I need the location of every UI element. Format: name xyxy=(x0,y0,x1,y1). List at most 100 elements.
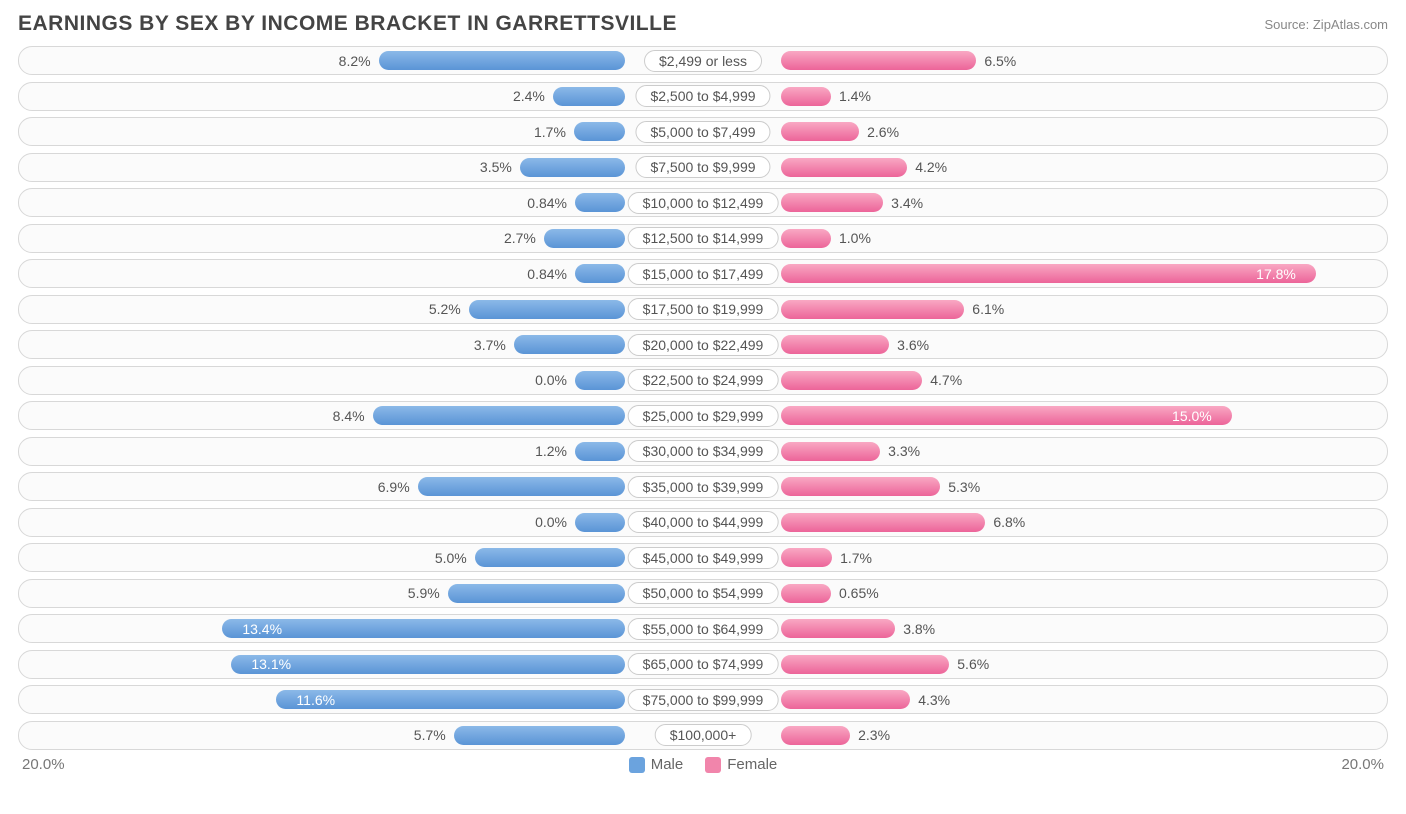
male-pct-label: 1.2% xyxy=(535,443,567,459)
female-pct-label: 5.6% xyxy=(957,656,989,672)
axis-left-label: 20.0% xyxy=(22,756,65,773)
female-pct-label: 4.3% xyxy=(918,692,950,708)
legend: Male Female xyxy=(629,756,778,773)
male-pct-label: 3.5% xyxy=(480,159,512,175)
male-pct-label: 2.4% xyxy=(513,88,545,104)
female-bar xyxy=(781,300,964,319)
source-label: Source: ZipAtlas.com xyxy=(1264,17,1388,32)
bracket-label: $15,000 to $17,499 xyxy=(628,263,779,285)
male-bar xyxy=(575,442,625,461)
chart-row: 2.7%1.0%$12,500 to $14,999 xyxy=(18,224,1388,253)
bracket-label: $22,500 to $24,999 xyxy=(628,369,779,391)
axis-right-label: 20.0% xyxy=(1341,756,1384,773)
male-pct-label: 5.9% xyxy=(408,585,440,601)
male-pct-label: 0.84% xyxy=(527,266,567,282)
chart-title: EARNINGS BY SEX BY INCOME BRACKET IN GAR… xyxy=(18,12,677,36)
male-bar xyxy=(575,193,625,212)
chart-row: 6.9%5.3%$35,000 to $39,999 xyxy=(18,472,1388,501)
bracket-label: $25,000 to $29,999 xyxy=(628,405,779,427)
male-pct-label: 0.84% xyxy=(527,195,567,211)
female-pct-label: 6.1% xyxy=(972,301,1004,317)
male-bar xyxy=(454,726,625,745)
legend-item-female: Female xyxy=(705,756,777,773)
chart-row: 8.4% 15.0% $25,000 to $29,999 xyxy=(18,401,1388,430)
bracket-label: $17,500 to $19,999 xyxy=(628,298,779,320)
male-bar xyxy=(475,548,625,567)
chart-row: 5.0%1.7%$45,000 to $49,999 xyxy=(18,543,1388,572)
female-pct-label: 1.0% xyxy=(839,230,871,246)
female-pct-label: 4.7% xyxy=(930,372,962,388)
male-pct-label: 13.4% xyxy=(232,621,282,637)
female-bar xyxy=(781,229,831,248)
male-pct-label: 0.0% xyxy=(535,372,567,388)
chart-row: 13.1% 5.6% $65,000 to $74,999 xyxy=(18,650,1388,679)
male-pct-label: 0.0% xyxy=(535,514,567,530)
female-pct-label: 4.2% xyxy=(915,159,947,175)
male-pct-label: 5.7% xyxy=(414,727,446,743)
male-bar xyxy=(575,264,625,283)
bracket-label: $100,000+ xyxy=(655,724,752,746)
chart-footer: 20.0% Male Female 20.0% xyxy=(18,756,1388,773)
chart-row: 3.5%4.2%$7,500 to $9,999 xyxy=(18,153,1388,182)
legend-female-label: Female xyxy=(727,756,777,773)
chart-row: 8.2%6.5%$2,499 or less xyxy=(18,46,1388,75)
female-bar xyxy=(781,690,910,709)
chart-row: 5.7% 2.3% $100,000+ xyxy=(18,721,1388,750)
female-bar xyxy=(781,264,1316,283)
male-swatch xyxy=(629,757,645,773)
male-bar xyxy=(544,229,625,248)
male-pct-label: 8.4% xyxy=(333,408,365,424)
female-bar xyxy=(781,477,940,496)
male-bar xyxy=(448,584,625,603)
female-pct-label: 3.3% xyxy=(888,443,920,459)
male-pct-label: 5.2% xyxy=(429,301,461,317)
chart-row: 3.7%3.6%$20,000 to $22,499 xyxy=(18,330,1388,359)
chart-row: 11.6%4.3%$75,000 to $99,999 xyxy=(18,685,1388,714)
female-pct-label: 2.3% xyxy=(858,727,890,743)
female-bar xyxy=(781,158,907,177)
bracket-label: $30,000 to $34,999 xyxy=(628,440,779,462)
female-pct-label: 3.6% xyxy=(897,337,929,353)
female-pct-label: 1.4% xyxy=(839,88,871,104)
female-pct-label: 1.7% xyxy=(840,550,872,566)
female-pct-label: 3.8% xyxy=(903,621,935,637)
bracket-label: $10,000 to $12,499 xyxy=(628,192,779,214)
male-pct-label: 3.7% xyxy=(474,337,506,353)
female-pct-label: 0.65% xyxy=(839,585,879,601)
female-bar xyxy=(781,655,949,674)
female-bar xyxy=(781,513,985,532)
female-bar xyxy=(781,371,922,390)
female-bar xyxy=(781,122,859,141)
female-bar xyxy=(781,442,880,461)
bracket-label: $12,500 to $14,999 xyxy=(628,227,779,249)
female-pct-label: 3.4% xyxy=(891,195,923,211)
chart-row: 0.0%6.8%$40,000 to $44,999 xyxy=(18,508,1388,537)
chart-row: 5.2% 6.1% $17,500 to $19,999 xyxy=(18,295,1388,324)
bracket-label: $50,000 to $54,999 xyxy=(628,582,779,604)
female-bar xyxy=(781,584,831,603)
chart-row: 1.7%2.6%$5,000 to $7,499 xyxy=(18,117,1388,146)
female-pct-label: 5.3% xyxy=(948,479,980,495)
female-pct-label: 6.5% xyxy=(984,53,1016,69)
bracket-label: $2,499 or less xyxy=(644,50,762,72)
male-bar xyxy=(373,406,625,425)
female-pct-label: 2.6% xyxy=(867,124,899,140)
chart-row: 1.2% 3.3% $30,000 to $34,999 xyxy=(18,437,1388,466)
chart-row: 0.0% 4.7% $22,500 to $24,999 xyxy=(18,366,1388,395)
male-pct-label: 13.1% xyxy=(241,656,291,672)
chart-row: 13.4%3.8%$55,000 to $64,999 xyxy=(18,614,1388,643)
female-bar xyxy=(781,87,831,106)
bracket-label: $35,000 to $39,999 xyxy=(628,476,779,498)
male-bar xyxy=(222,619,625,638)
bracket-label: $65,000 to $74,999 xyxy=(628,653,779,675)
male-bar xyxy=(469,300,625,319)
male-bar xyxy=(575,513,625,532)
male-pct-label: 5.0% xyxy=(435,550,467,566)
female-swatch xyxy=(705,757,721,773)
bracket-label: $5,000 to $7,499 xyxy=(635,121,770,143)
male-bar xyxy=(520,158,625,177)
female-pct-label: 15.0% xyxy=(1172,408,1222,424)
male-bar xyxy=(418,477,625,496)
legend-male-label: Male xyxy=(651,756,684,773)
bracket-label: $75,000 to $99,999 xyxy=(628,689,779,711)
